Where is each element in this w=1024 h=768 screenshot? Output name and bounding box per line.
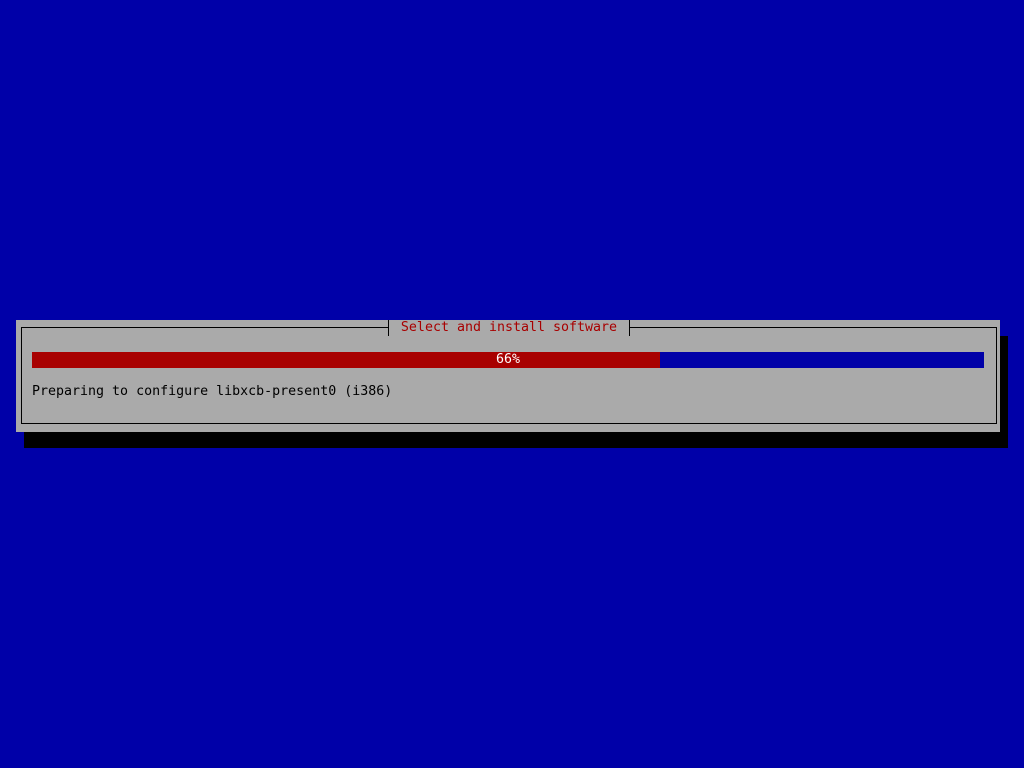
dialog-shadow: [24, 432, 1008, 448]
dialog-shadow: [1000, 336, 1008, 448]
progress-bar-fill: [32, 352, 661, 368]
status-text: Preparing to configure libxcb-present0 (…: [32, 384, 393, 399]
dialog-title: Select and install software: [388, 320, 630, 336]
progress-dialog: Select and install software 66% Preparin…: [16, 320, 1000, 432]
progress-percent: 66%: [495, 352, 521, 367]
dialog-frame: [21, 327, 997, 424]
progress-bar: 66%: [32, 352, 984, 368]
